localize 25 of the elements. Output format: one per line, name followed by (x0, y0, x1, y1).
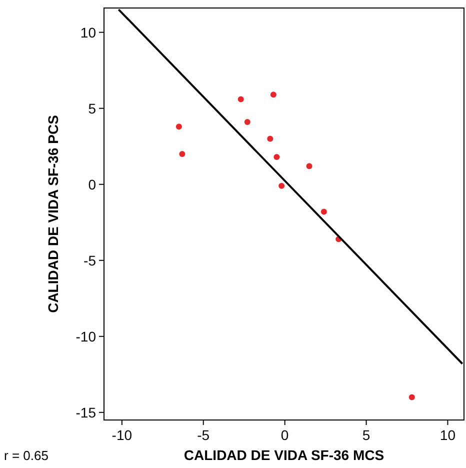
y-tick-label: 0 (88, 176, 96, 192)
y-tick-label: -5 (84, 252, 96, 268)
y-tick-label: 10 (80, 24, 96, 40)
point (320, 208, 327, 215)
point (306, 163, 312, 170)
x-tick-label: -10 (112, 427, 132, 443)
point (267, 136, 274, 142)
y-axis-title: CALIDAD DE VIDA SF-36 PCS (45, 115, 61, 313)
point (244, 119, 250, 126)
text: r = 0.65 (4, 448, 48, 463)
x-tick-label: 10 (440, 427, 456, 443)
point (278, 182, 285, 189)
point (274, 154, 280, 160)
x-axis-title: CALIDAD DE VIDA SF-36 MCS (184, 447, 384, 463)
x-tick-label: 5 (362, 427, 370, 443)
y-tick-label: 5 (88, 100, 96, 116)
y-tick-label: -10 (76, 328, 96, 344)
point (408, 394, 415, 400)
x-tick-label: 0 (280, 427, 289, 443)
point (176, 124, 182, 130)
x-tick-label: -5 (197, 427, 210, 443)
point (179, 150, 186, 157)
y-tick-label: -15 (76, 404, 96, 420)
point (238, 96, 244, 102)
point (270, 92, 276, 98)
